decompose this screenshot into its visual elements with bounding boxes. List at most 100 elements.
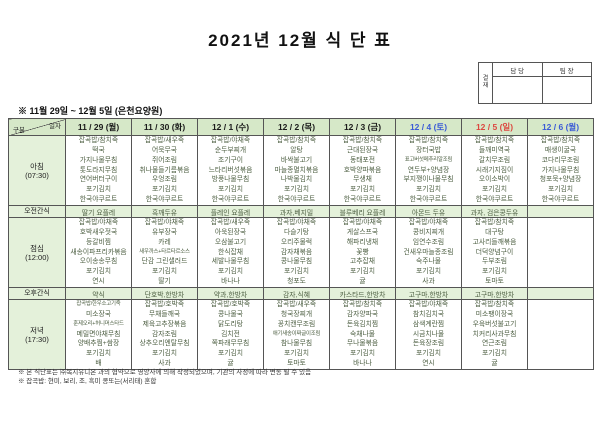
menu-item: 톳도라지무침: [79, 166, 118, 174]
menu-item: 카레: [158, 238, 171, 246]
menu-item: 잡곡밥/참치죽: [408, 137, 449, 145]
menu-item: 포기김치: [481, 350, 507, 358]
menu-item: 호박새우젓국: [79, 229, 118, 236]
menu-item: 세발나물무침: [211, 258, 250, 266]
menu-item: 잡곡밥/야채죽: [342, 219, 383, 227]
menu-item: 한국야쿠르트: [277, 195, 316, 203]
menu-item: 갈치무조림: [478, 156, 511, 164]
menu-item: 토마토: [485, 277, 504, 285]
menu-item: 포기김치: [283, 186, 309, 194]
menu-item: 한국야쿠르트: [409, 195, 448, 203]
menu-item: 바나나: [221, 277, 240, 285]
menu-item: 무채들깨국: [148, 311, 181, 318]
am-snack-cell-col-2: 플레인 요플레: [197, 205, 264, 218]
menu-item: 포기김치: [415, 350, 441, 358]
menu-item: 오삼불고기: [214, 238, 247, 246]
menu-item: 잡곡밥/참치죽: [474, 137, 515, 145]
menu-item: 포기김치: [217, 268, 243, 276]
menu-item: 포기김치: [349, 350, 375, 358]
am-snack-cell-col-1: 흑깨두유: [131, 205, 198, 218]
pm-snack-cell-col-0: 약식: [65, 287, 132, 300]
menu-item: 포기김치: [547, 186, 573, 194]
menu-item: 포기김치: [349, 186, 375, 194]
breakfast-cell-col-5: 잡곡밥/참치죽 장터국밥 표고버섯메추리알조림 연두부+양념장 부지깽이나물무침 포기김치…: [395, 135, 462, 206]
menu-item: 나박물김치: [280, 176, 313, 184]
lunch-cell-col-2: 잡곡밥/새우죽 아욱된장국 오삼불고기 한식잡채 세발나물무침 포기김치 바나나: [197, 217, 264, 288]
menu-item: 오이소박이: [478, 176, 511, 184]
approval-sign-cell-2: [543, 77, 592, 103]
pm-snack-cell-col-2: 약과,한방차: [197, 287, 264, 300]
menu-item: 잡곡밥/야채죽: [78, 219, 119, 227]
pm-snack-cell-col-6: 고구마,한방차: [461, 287, 528, 300]
am-snack-cell-col-7: [527, 205, 594, 218]
menu-item: 더덕양념구이: [475, 248, 514, 256]
menu-item: 한국야쿠르트: [211, 195, 250, 203]
menu-item: 어묵무국: [151, 147, 177, 154]
menu-item: 들깨미역국: [478, 147, 511, 154]
menu-item: 잡곡밥/참치죽: [276, 137, 317, 145]
menu-item: 연시: [422, 359, 435, 367]
am-snack-cell-col-6: 과자, 검은콩두유: [461, 205, 528, 218]
menu-item: 연시: [92, 277, 105, 285]
page-title: 2021년 12월 식 단 표: [208, 31, 392, 50]
menu-item: 포기김치: [481, 268, 507, 276]
menu-item: 포기김치: [85, 350, 111, 358]
am-snack-row-label: 오전간식: [8, 205, 66, 218]
menu-item: 콩나물국: [217, 311, 243, 318]
corner-label-category: 구분: [13, 127, 25, 134]
pm-snack-row-label: 오후간식: [8, 287, 66, 300]
menu-item: 연근조림: [481, 340, 507, 348]
dinner-cell-col-5: 잡곡밥/야채죽 참치김치국 삼색계란찜 시금치나물 돈육장조림 포기김치 연시: [395, 299, 462, 370]
approval-col-timjang: 팀 장: [559, 67, 574, 75]
menu-item: 훈제오리+허니머스타드: [73, 320, 124, 327]
menu-item: 애기새송이짜글이조림: [272, 330, 321, 337]
menu-item: 제육고추장볶음: [142, 320, 187, 328]
menu-item: 등갈비찜: [85, 238, 111, 246]
breakfast-cell-col-7: 잡곡밥/참치죽 매생이굴국 코다리무조림 가지나물무침 청포묵+양념장 포기김치 한국야쿠르…: [527, 135, 594, 206]
menu-item: 한국야쿠르트: [79, 195, 118, 203]
menu-item: 다슬기탕: [283, 229, 309, 236]
menu-item: 돈육김치찜: [346, 320, 379, 328]
menu-item: 꽁치캔무조림: [277, 320, 316, 328]
menu-item: 시금치나물: [412, 330, 445, 338]
menu-item: 잡곡밥/새우죽: [144, 137, 185, 145]
menu-item: 포기김치: [217, 350, 243, 358]
menu-item: 콩나물무침: [280, 258, 313, 266]
menu-item: 감자채볶음: [280, 248, 313, 256]
menu-item: 사과: [422, 277, 435, 285]
lunch-row-label-label: 점심: [30, 243, 44, 253]
menu-item: 아욱된장국: [214, 229, 247, 236]
week-range-subtitle: ※ 11월 29일 ~ 12월 5일 (은천요양원): [18, 106, 163, 116]
menu-item: 코다리무조림: [541, 156, 580, 164]
dinner-cell-col-0: 잡곡밥/한우소고기죽 미소장국 훈제오리+허니머스타드 메밀면야채무침 양배추찜+쌈장 포…: [65, 299, 132, 370]
menu-item: 가지나물무침: [79, 156, 118, 164]
approval-sign-box: 결 재 담 당 팀 장: [478, 62, 592, 104]
breakfast-row-label-time: (07:30): [25, 170, 49, 180]
menu-item: 두부조림: [481, 258, 507, 266]
menu-item: 잡곡밥/참치죽: [342, 137, 383, 145]
menu-item: 고추잡채: [349, 258, 375, 266]
menu-item: 고사리들깨볶음: [472, 238, 517, 246]
menu-item: 잡곡밥/야채죽: [144, 219, 185, 227]
lunch-cell-col-0: 잡곡밥/야채죽 호박새우젓국 등갈비찜 새송이파프리카볶음 오이송송무침 포기김치 연시: [65, 217, 132, 288]
menu-item: 포기김치: [283, 268, 309, 276]
menu-item: 잡곡밥/야채죽: [408, 219, 449, 227]
menu-item: 양배추찜+쌈장: [77, 340, 120, 348]
am-snack-cell-col-3: 과자,베지밀: [263, 205, 330, 218]
menu-item: 시래기지짐이: [475, 166, 514, 174]
menu-item: 미소팽이장국: [475, 311, 514, 318]
menu-item: 새우까스+타르타르소스: [139, 248, 190, 255]
menu-item: 숙채나물: [349, 330, 375, 338]
menu-item: 임연수조림: [412, 238, 445, 246]
lunch-cell-col-6: 잡곡밥/참치죽 대구탕 고사리들깨볶음 더덕양념구이 두부조림 포기김치 토마토: [461, 217, 528, 288]
date-header-col-4: 12 / 3 (금): [329, 118, 396, 136]
menu-item: 한국야쿠르트: [541, 195, 580, 203]
pm-snack-cell-col-7: [527, 287, 594, 300]
menu-item: 잡곡밥/야채죽: [276, 219, 317, 227]
menu-item: 연두부+양념장: [407, 166, 450, 174]
menu-item: 떡국: [92, 147, 105, 154]
lunch-row-label-time: (12:00): [25, 252, 49, 262]
menu-item: 포기김치: [283, 350, 309, 358]
lunch-cell-col-1: 잡곡밥/야채죽 유부장국 카레 새우까스+타르타르소스 단감 그린샐러드 포기김치 딸기: [131, 217, 198, 288]
menu-item: 잡곡밥/참치죽: [78, 137, 119, 145]
